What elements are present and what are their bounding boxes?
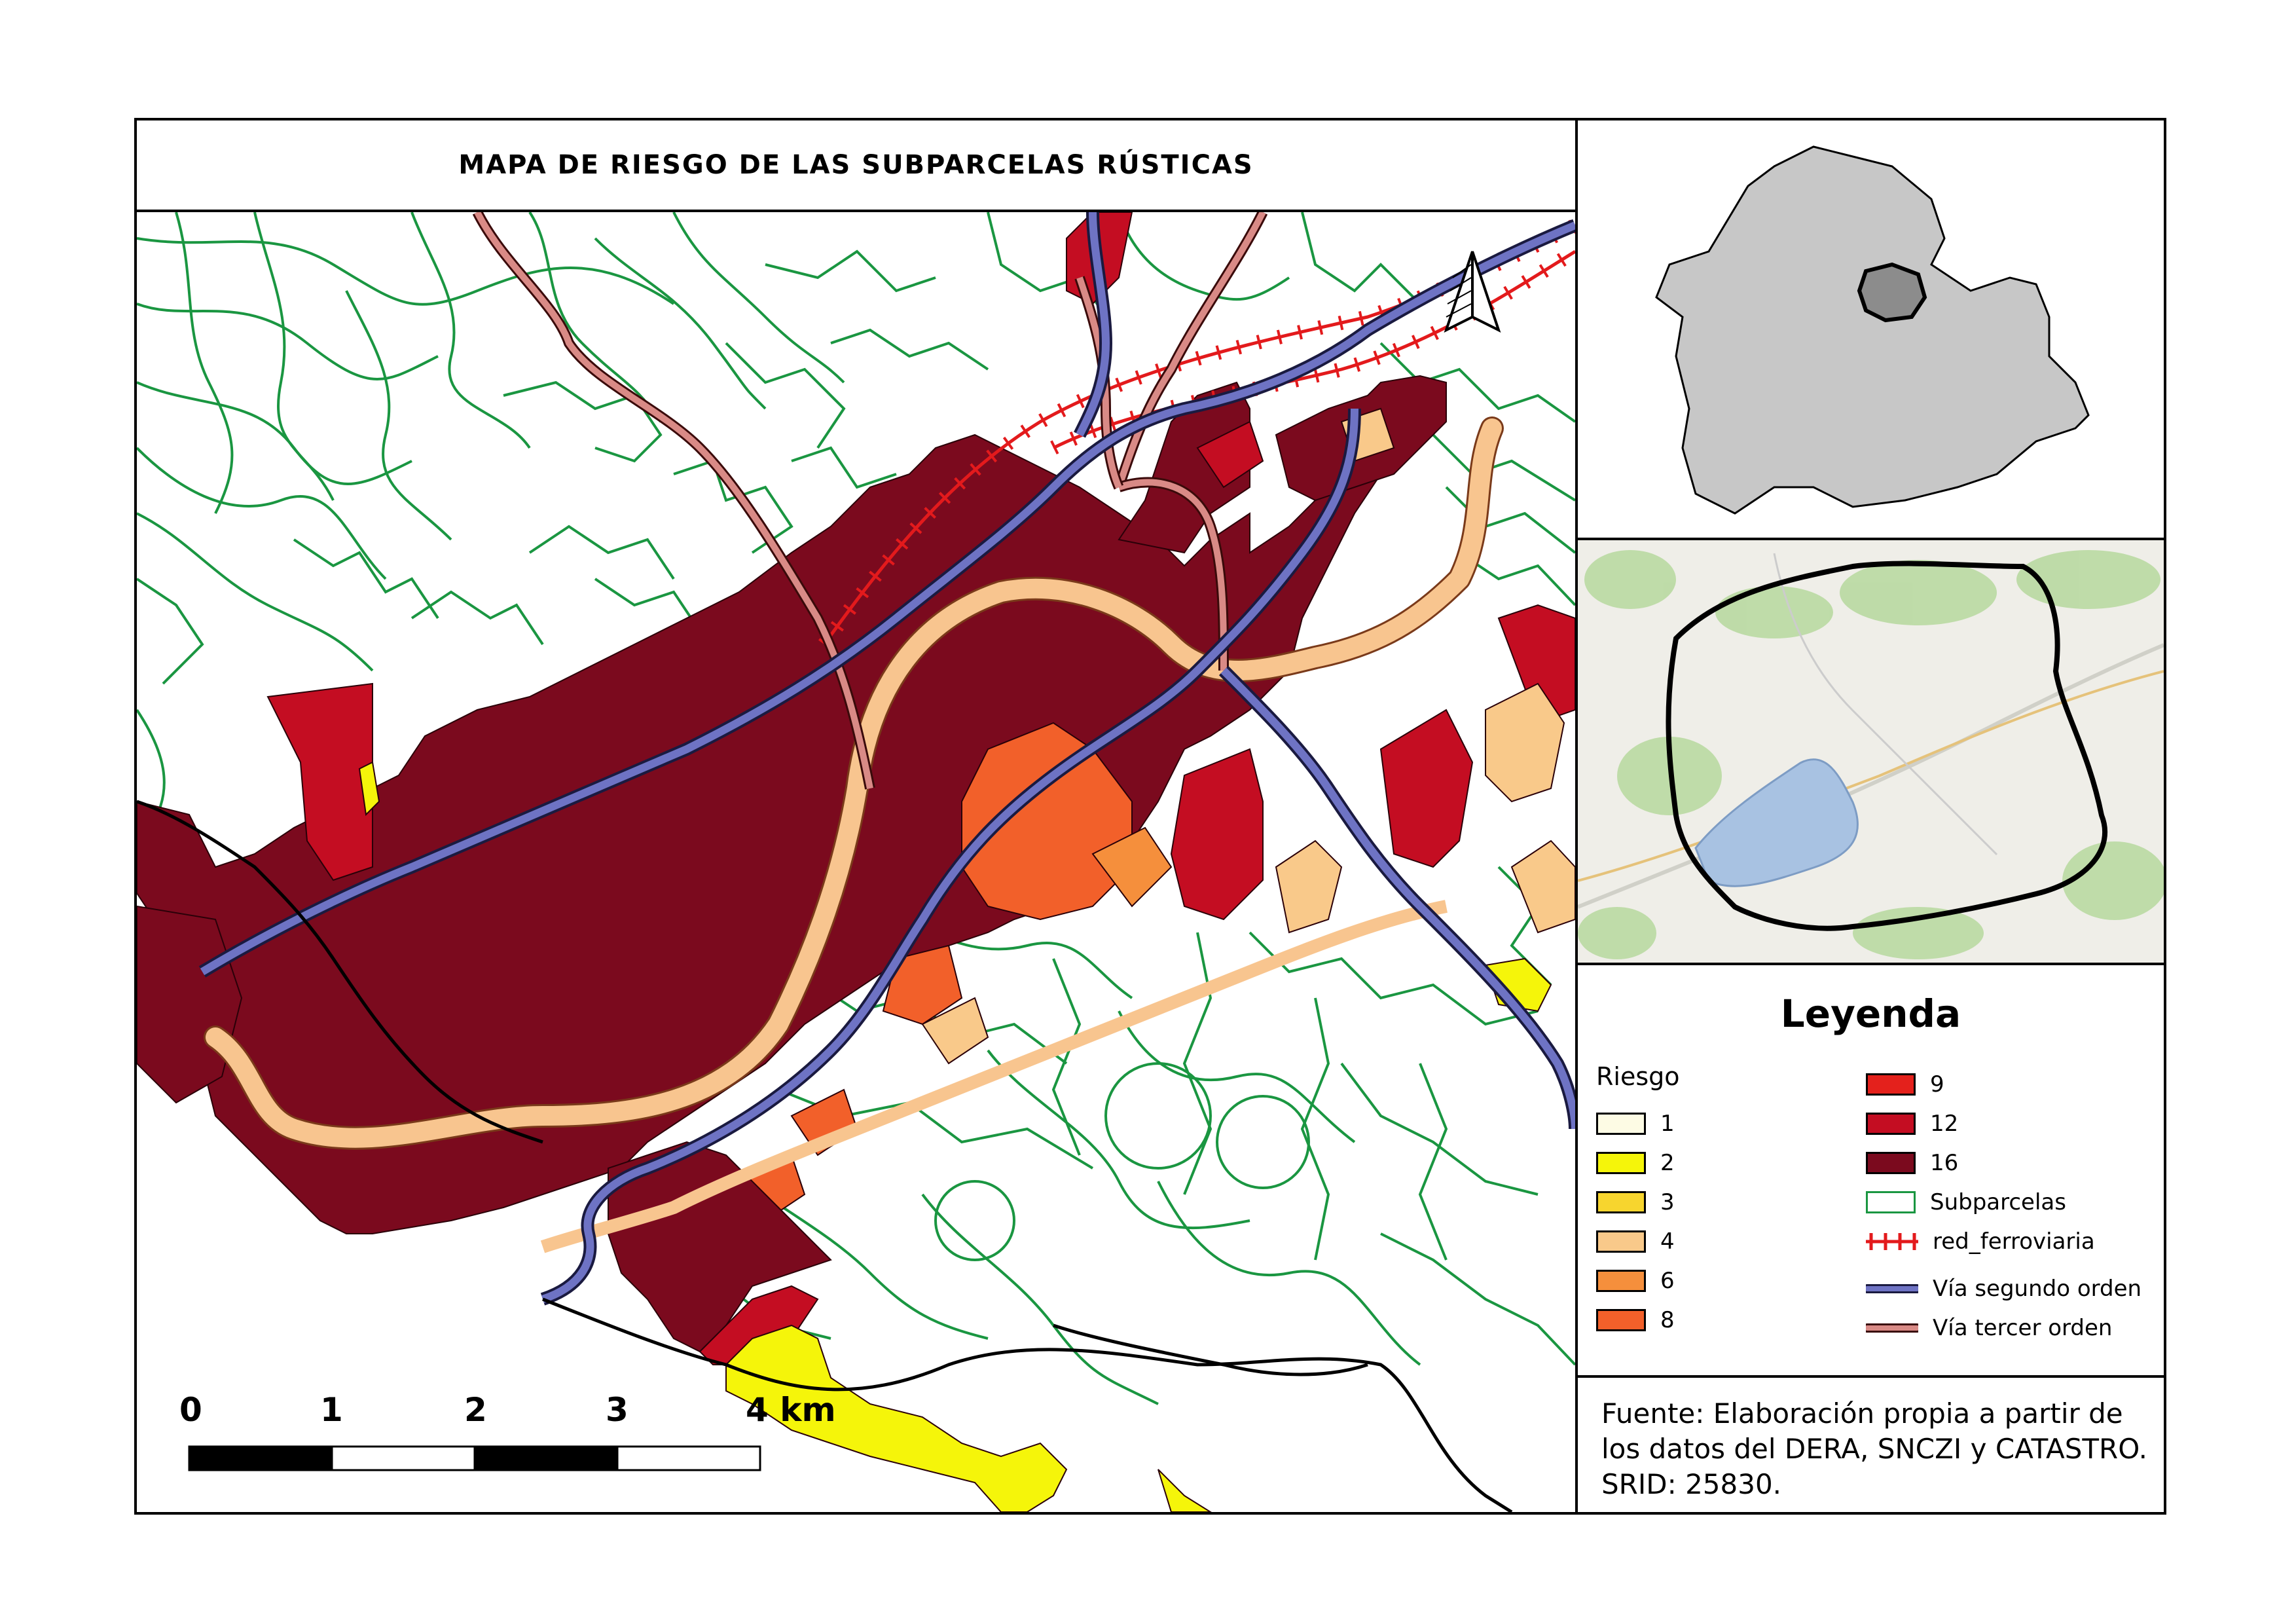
legend-item-secondary-road: Vía segundo orden xyxy=(1866,1276,2141,1302)
legend-swatch xyxy=(1596,1270,1646,1292)
scale-label-2: 2 xyxy=(464,1391,487,1429)
railway-legend-icon xyxy=(1866,1233,1918,1250)
legend-label: 1 xyxy=(1660,1111,1675,1137)
legend-swatch xyxy=(1596,1152,1646,1174)
legend-swatch xyxy=(1596,1230,1646,1253)
overview-map-panel xyxy=(1575,118,2166,540)
location-inset-panel xyxy=(1575,538,2167,965)
legend-label: red_ferroviaria xyxy=(1933,1228,2095,1255)
legend-item-risk-4: 4 xyxy=(1596,1228,1675,1255)
legend-item-risk-8: 8 xyxy=(1596,1307,1675,1333)
legend-panel: Leyenda Riesgo 1 2 3 4 6 8 9 12 16 Subpa… xyxy=(1575,963,2166,1378)
risk-map xyxy=(137,212,1575,1512)
legend-swatch xyxy=(1866,1113,1916,1135)
legend-swatch xyxy=(1866,1073,1916,1096)
legend-item-risk-1: 1 xyxy=(1596,1111,1675,1137)
source-note: Fuente: Elaboración propia a partir de l… xyxy=(1601,1397,2147,1500)
map-title-box: MAPA DE RIESGO DE LAS SUBPARCELAS RÚSTIC… xyxy=(137,120,1575,212)
legend-swatch xyxy=(1866,1152,1916,1174)
secondary-roads xyxy=(198,212,1575,1306)
legend-label: 8 xyxy=(1660,1307,1675,1333)
legend-label: 6 xyxy=(1660,1268,1675,1294)
province-map xyxy=(1655,145,2090,515)
legend-swatch xyxy=(1596,1113,1646,1135)
map-title: MAPA DE RIESGO DE LAS SUBPARCELAS RÚSTIC… xyxy=(458,150,1254,180)
legend-label: Vía segundo orden xyxy=(1933,1276,2142,1302)
legend-swatch xyxy=(1866,1191,1916,1213)
scale-bar xyxy=(188,1445,761,1471)
legend-label: 3 xyxy=(1660,1189,1675,1215)
source-panel: Fuente: Elaboración propia a partir de l… xyxy=(1575,1375,2166,1515)
legend-label: Vía tercer orden xyxy=(1933,1315,2113,1341)
tertiary-road-legend-icon xyxy=(1866,1323,1918,1333)
municipal-boundary xyxy=(137,800,1513,1512)
location-inset-map xyxy=(1576,540,2167,963)
legend-item-tertiary-road: Vía tercer orden xyxy=(1866,1315,2112,1341)
legend-title: Leyenda xyxy=(1780,991,1961,1036)
legend-swatch xyxy=(1596,1309,1646,1331)
scale-label-4km: 4 km xyxy=(746,1391,836,1429)
legend-item-risk-12: 12 xyxy=(1866,1111,1958,1137)
legend-item-risk-6: 6 xyxy=(1596,1268,1675,1294)
legend-item-subparcelas: Subparcelas xyxy=(1866,1189,2066,1215)
legend-label: 9 xyxy=(1930,1071,1944,1098)
legend-item-risk-16: 16 xyxy=(1866,1150,1958,1176)
legend-item-risk-2: 2 xyxy=(1596,1150,1675,1176)
legend-heading: Riesgo xyxy=(1596,1062,1680,1091)
scale-label-1: 1 xyxy=(320,1391,343,1429)
legend-item-risk-9: 9 xyxy=(1866,1071,1944,1098)
legend-item-risk-3: 3 xyxy=(1596,1189,1675,1215)
secondary-road-legend-icon xyxy=(1866,1284,1918,1293)
legend-swatch xyxy=(1596,1191,1646,1213)
scale-label-0: 0 xyxy=(179,1391,202,1429)
legend-label: Subparcelas xyxy=(1930,1189,2066,1215)
legend-item-railway: red_ferroviaria xyxy=(1866,1228,2095,1255)
subparcel-network xyxy=(137,212,1575,1405)
main-map-panel: MAPA DE RIESGO DE LAS SUBPARCELAS RÚSTIC… xyxy=(134,118,1578,1515)
north-arrow-icon xyxy=(1444,251,1501,333)
legend-label: 2 xyxy=(1660,1150,1675,1176)
legend-label: 16 xyxy=(1930,1150,1959,1176)
risk-polygons xyxy=(137,212,1575,1512)
scale-label-3: 3 xyxy=(606,1391,629,1429)
legend-label: 4 xyxy=(1660,1228,1675,1255)
legend-label: 12 xyxy=(1930,1111,1959,1137)
